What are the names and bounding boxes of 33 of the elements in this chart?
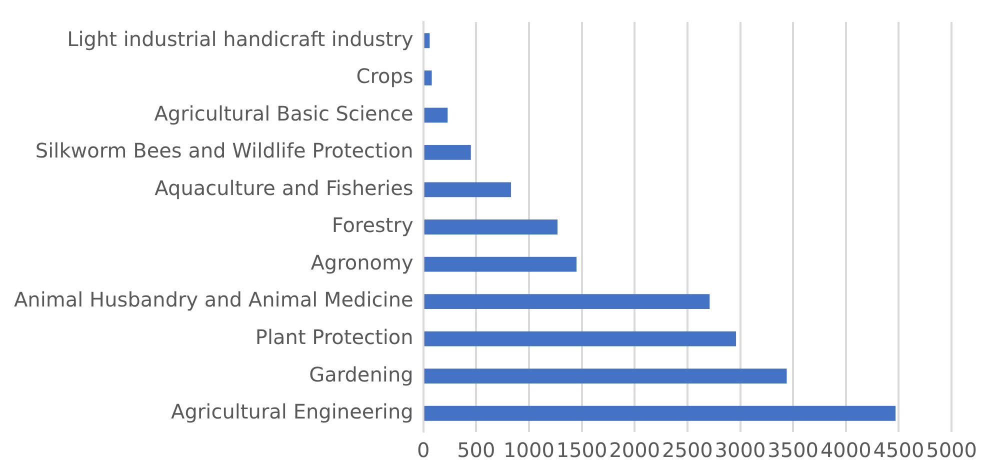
bar — [424, 331, 736, 346]
x-tick-label: 0 — [416, 438, 430, 462]
x-tick-label: 1500 — [556, 438, 608, 462]
x-tick-label: 1000 — [504, 438, 554, 462]
y-tick-label: Agricultural Engineering — [171, 400, 414, 424]
bar — [424, 256, 577, 272]
y-tick-label: Animal Husbandry and Animal Medicine — [14, 288, 414, 312]
x-tick-label: 4000 — [820, 438, 872, 462]
y-tick-label: Light industrial handicraft industry — [67, 26, 414, 51]
bar — [424, 33, 430, 48]
bar — [424, 182, 512, 198]
y-tick-label: Aquaculture and Fisheries — [154, 176, 414, 200]
y-tick-label: Crops — [356, 64, 414, 88]
x-tick-label: 5000 — [926, 438, 978, 462]
y-tick-label: Forestry — [332, 213, 414, 238]
bar — [424, 220, 558, 234]
y-tick-label: Agronomy — [310, 250, 414, 274]
bar — [424, 406, 896, 421]
x-tick-label: 2500 — [662, 438, 713, 462]
bar — [424, 70, 432, 86]
x-tick-label: 4500 — [873, 438, 924, 462]
bar — [424, 368, 787, 384]
y-tick-label: Silkworm Bees and Wildlife Protection — [35, 138, 414, 163]
x-tick-label: 3500 — [768, 438, 819, 462]
bar — [424, 294, 710, 309]
x-tick-label: 500 — [457, 438, 496, 462]
y-tick-label: Plant Protection — [255, 325, 414, 350]
bar — [424, 108, 448, 123]
y-tick-label: Agricultural Basic Science — [154, 101, 414, 126]
y-tick-label: Gardening — [309, 362, 414, 386]
x-tick-label: 2000 — [609, 438, 660, 462]
x-tick-label: 3000 — [714, 438, 766, 462]
bar — [424, 145, 471, 160]
